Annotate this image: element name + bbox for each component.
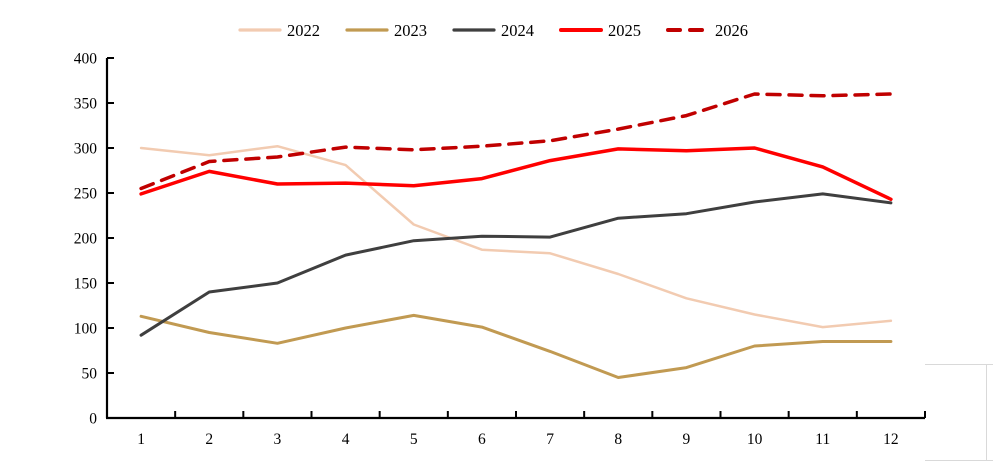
- series-2023-line: [139, 313, 893, 379]
- x-tick-label: 8: [614, 431, 622, 448]
- series-2025-line: [139, 146, 893, 202]
- legend-label-2024: 2024: [501, 21, 534, 40]
- legend-label-2026: 2026: [715, 21, 748, 40]
- y-tick-label: 50: [82, 366, 98, 383]
- y-tick-label: 350: [74, 96, 98, 113]
- series-2022-line: [139, 144, 893, 329]
- y-tick-label: 150: [74, 276, 98, 293]
- y-tick-label: 0: [89, 411, 97, 428]
- legend-label-2025: 2025: [608, 21, 641, 40]
- x-tick-label: 4: [342, 431, 350, 448]
- legend-label-2023: 2023: [394, 21, 427, 40]
- x-tick-label: 6: [478, 431, 486, 448]
- x-tick-label: 7: [546, 431, 554, 448]
- y-tick-label: 200: [74, 231, 98, 248]
- x-tick-label: 12: [883, 431, 899, 448]
- x-tick-label: 5: [410, 431, 418, 448]
- series-2024-line: [139, 192, 893, 337]
- y-tick-label: 300: [74, 141, 98, 158]
- y-tick-label: 250: [74, 186, 98, 203]
- x-tick-label: 1: [137, 431, 145, 448]
- x-tick-label: 3: [274, 431, 282, 448]
- x-tick-label: 9: [683, 431, 691, 448]
- x-tick-label: 2: [205, 431, 213, 448]
- legend-label-2022: 2022: [287, 21, 320, 40]
- x-tick-label: 10: [747, 431, 763, 448]
- x-tick-label: 11: [815, 431, 830, 448]
- y-tick-label: 100: [74, 321, 98, 338]
- y-tick-label: 400: [74, 51, 98, 68]
- series-2026-line: [139, 92, 893, 191]
